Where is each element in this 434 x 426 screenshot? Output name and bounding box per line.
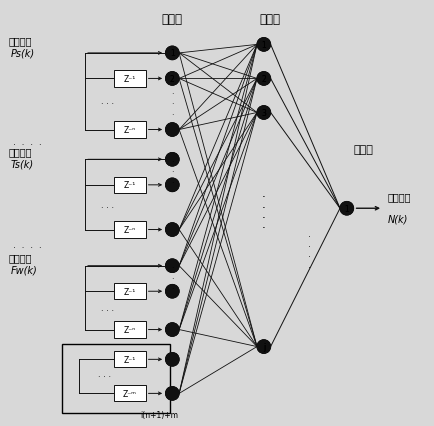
Text: · · ·: · · · <box>101 306 114 315</box>
Text: Z⁻¹: Z⁻¹ <box>124 181 136 190</box>
Circle shape <box>257 72 271 86</box>
Text: Ts(k): Ts(k) <box>10 159 34 169</box>
Text: ·  ·  ·  ·: · · · · <box>13 141 42 150</box>
Text: 1: 1 <box>261 41 266 50</box>
Text: 2: 2 <box>261 75 266 84</box>
Bar <box>114 386 146 402</box>
Text: ·
·
·
·: · · · · <box>263 193 265 233</box>
Circle shape <box>165 223 179 237</box>
Circle shape <box>165 72 179 86</box>
Text: 1: 1 <box>345 204 349 213</box>
Circle shape <box>165 353 179 366</box>
Text: ·
·
·: · · · <box>171 264 174 294</box>
Text: ·
·
·
·: · · · · <box>263 193 265 233</box>
Text: 1: 1 <box>261 41 266 50</box>
Circle shape <box>165 285 179 298</box>
Circle shape <box>257 38 271 52</box>
Bar <box>114 122 146 138</box>
Bar <box>114 222 146 238</box>
Text: 1: 1 <box>170 49 175 58</box>
Bar <box>114 351 146 368</box>
Text: Z⁻ⁿ: Z⁻ⁿ <box>124 225 136 234</box>
Circle shape <box>257 340 271 354</box>
Circle shape <box>165 323 179 337</box>
Circle shape <box>165 387 179 400</box>
Circle shape <box>257 106 271 120</box>
Circle shape <box>165 223 179 237</box>
Circle shape <box>165 47 179 60</box>
Circle shape <box>165 124 179 137</box>
Text: 3: 3 <box>261 109 266 118</box>
Circle shape <box>165 178 179 192</box>
Text: ·
·
·
·: · · · · <box>308 232 311 272</box>
Text: · · ·: · · · <box>98 372 111 381</box>
Text: Z⁻ⁿ: Z⁻ⁿ <box>124 126 136 135</box>
Text: Z⁻ⁿ: Z⁻ⁿ <box>124 325 136 334</box>
Text: N(k): N(k) <box>387 214 408 225</box>
Text: ·
·
·: · · · <box>171 90 174 120</box>
Text: 机组负荷: 机组负荷 <box>387 192 411 202</box>
Circle shape <box>257 106 271 120</box>
Circle shape <box>340 202 354 216</box>
Circle shape <box>165 387 179 400</box>
Circle shape <box>165 285 179 298</box>
Bar <box>114 71 146 87</box>
Text: Fw(k): Fw(k) <box>10 265 37 275</box>
Circle shape <box>165 72 179 86</box>
Text: 3: 3 <box>261 109 266 118</box>
Text: ·  ·  ·  ·: · · · · <box>13 244 42 253</box>
Circle shape <box>165 153 179 167</box>
Text: 1: 1 <box>345 204 349 213</box>
Text: Ps(k): Ps(k) <box>10 49 35 59</box>
Circle shape <box>165 47 179 60</box>
Text: 给水流量: 给水流量 <box>8 253 32 262</box>
Text: Z⁻ᵐ: Z⁻ᵐ <box>123 389 137 398</box>
Bar <box>114 283 146 299</box>
Text: 隐含层: 隐含层 <box>260 13 281 26</box>
Text: j: j <box>263 342 265 351</box>
Text: 2: 2 <box>170 75 175 84</box>
Text: 1: 1 <box>170 49 175 58</box>
Bar <box>62 345 170 412</box>
Text: j: j <box>263 342 265 351</box>
Circle shape <box>165 353 179 366</box>
Bar <box>114 177 146 193</box>
Circle shape <box>165 323 179 337</box>
Text: 2: 2 <box>170 75 175 84</box>
Circle shape <box>165 153 179 167</box>
Text: 输入层: 输入层 <box>162 13 183 26</box>
Text: 主汽温度: 主汽温度 <box>8 147 32 156</box>
Text: Z⁻¹: Z⁻¹ <box>124 355 136 364</box>
Circle shape <box>257 38 271 52</box>
Text: ·
·
·: · · · <box>171 158 174 187</box>
Circle shape <box>340 202 354 216</box>
Circle shape <box>257 340 271 354</box>
Text: · · ·: · · · <box>101 203 114 212</box>
Text: i(n+1)+m: i(n+1)+m <box>141 409 178 419</box>
Circle shape <box>257 72 271 86</box>
Text: Z⁻¹: Z⁻¹ <box>124 75 136 84</box>
Circle shape <box>165 178 179 192</box>
Circle shape <box>165 124 179 137</box>
Circle shape <box>165 259 179 273</box>
Bar <box>114 322 146 338</box>
Text: · · ·: · · · <box>101 100 114 109</box>
Text: 2: 2 <box>261 75 266 84</box>
Text: 主汽压力: 主汽压力 <box>8 36 32 46</box>
Circle shape <box>165 259 179 273</box>
Text: Z⁻¹: Z⁻¹ <box>124 287 136 296</box>
Text: 输出层: 输出层 <box>354 144 374 154</box>
